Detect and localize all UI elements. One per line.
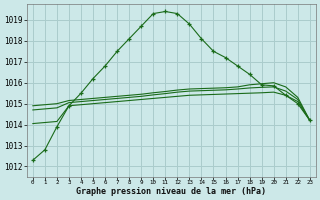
X-axis label: Graphe pression niveau de la mer (hPa): Graphe pression niveau de la mer (hPa) (76, 187, 266, 196)
